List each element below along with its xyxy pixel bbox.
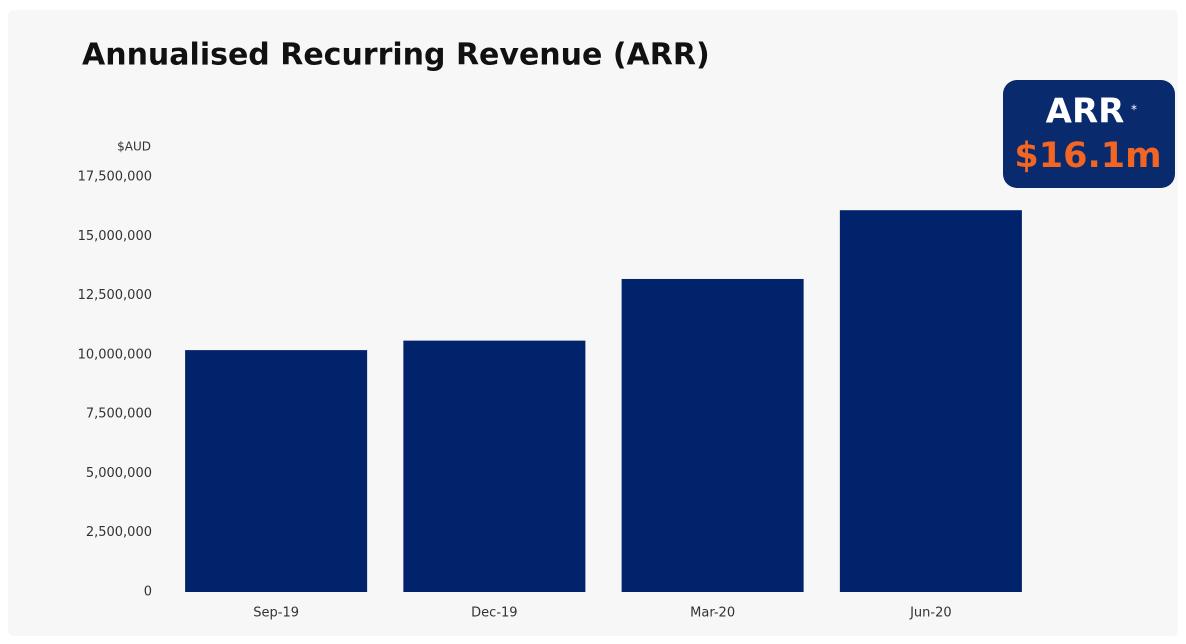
- y-tick-label: 17,500,000: [78, 170, 152, 185]
- bar: [403, 340, 586, 592]
- badge-value: $16.1m: [1014, 136, 1161, 176]
- badge-marker: *: [1131, 103, 1137, 117]
- x-tick-label: Sep-19: [253, 606, 299, 621]
- badge-label: ARR: [1046, 92, 1125, 132]
- y-axis-label: $AUD: [117, 140, 151, 154]
- bar: [621, 278, 804, 592]
- bar: [185, 350, 368, 592]
- bar: [839, 210, 1022, 592]
- y-tick-label: 0: [144, 585, 152, 600]
- y-tick-label: 2,500,000: [86, 525, 152, 540]
- y-tick-label: 7,500,000: [86, 407, 152, 422]
- badge: [1003, 80, 1175, 188]
- y-tick-label: 12,500,000: [78, 288, 152, 303]
- x-tick-label: Mar-20: [690, 606, 735, 621]
- y-tick-label: 15,000,000: [78, 229, 152, 244]
- y-tick-label: 5,000,000: [86, 466, 152, 481]
- x-tick-label: Dec-19: [471, 606, 517, 621]
- chart-title: Annualised Recurring Revenue (ARR): [82, 38, 710, 73]
- y-tick-label: 10,000,000: [78, 347, 152, 362]
- x-tick-label: Jun-20: [909, 606, 952, 621]
